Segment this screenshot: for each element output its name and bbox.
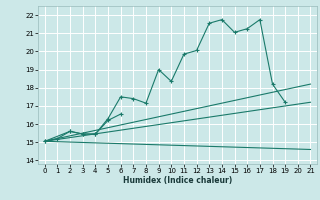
X-axis label: Humidex (Indice chaleur): Humidex (Indice chaleur) xyxy=(123,176,232,185)
